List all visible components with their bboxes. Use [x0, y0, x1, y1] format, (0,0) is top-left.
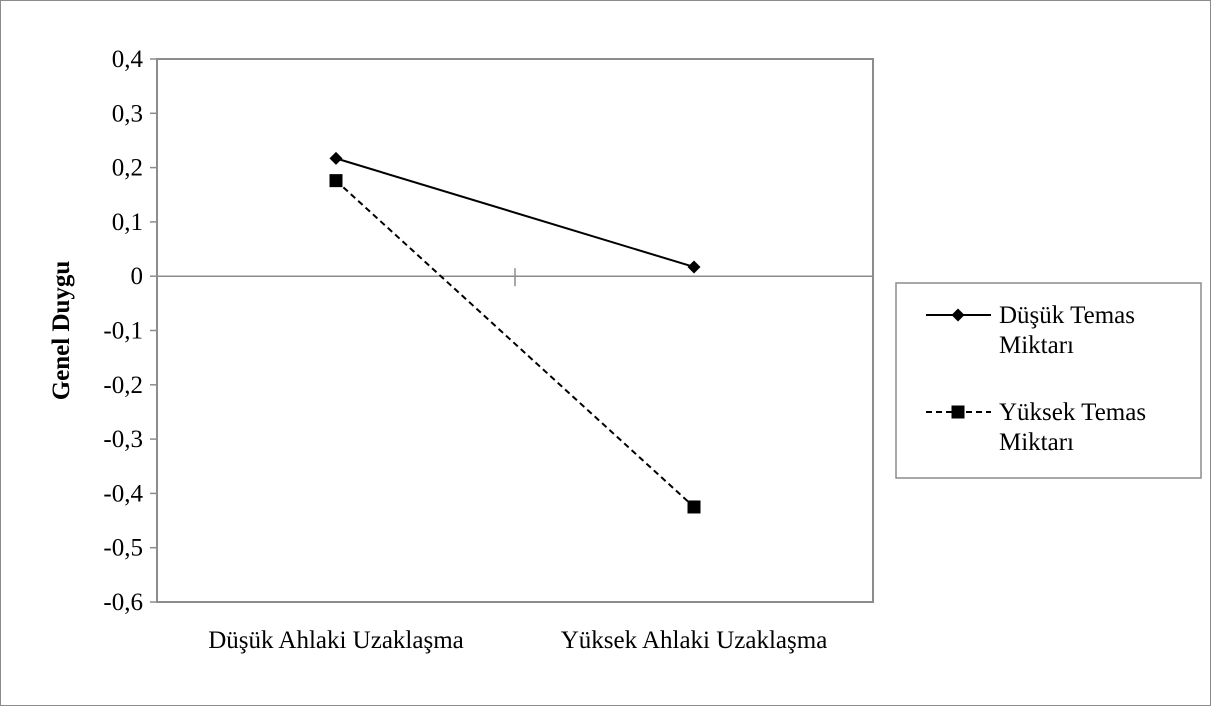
plot-area: 0,4 0,3 0,2 0,1 0 -0,1 -0,2 -0,3 -0,4 -0,5 -0,6 Düş…	[48, 46, 874, 654]
x-category-label: Yüksek Ahlaki Uzaklaşma	[561, 627, 828, 654]
y-axis-title: Genel Duygu	[48, 261, 75, 401]
legend-label: Düşük Temas	[999, 302, 1135, 329]
legend-label: Yüksek Temas	[999, 399, 1146, 426]
legend-label: Miktarı	[999, 429, 1074, 456]
series-line-1	[335, 157, 695, 268]
y-tick-label: 0,3	[112, 100, 143, 127]
y-tick-label: -0,3	[103, 426, 143, 453]
data-point-series-2	[329, 174, 343, 188]
y-tick-label: 0,1	[112, 209, 143, 236]
x-category-label: Düşük Ahlaki Uzaklaşma	[208, 627, 464, 654]
y-tick-label: 0,4	[112, 46, 144, 73]
data-point-series-2	[687, 500, 701, 514]
data-point-series-1	[329, 151, 343, 165]
y-tick-label: 0,2	[112, 155, 143, 182]
legend: Düşük Temas Miktarı Yüksek Temas Miktarı	[895, 282, 1202, 479]
series-line-2	[335, 179, 695, 508]
plot-border	[156, 58, 874, 603]
legend-label: Miktarı	[999, 332, 1074, 359]
y-tick-label: -0,5	[103, 535, 143, 562]
y-tick-label: -0,6	[103, 589, 143, 616]
legend-marker-1	[951, 308, 965, 322]
data-point-series-1	[687, 260, 701, 274]
legend-marker-2	[951, 405, 965, 419]
y-tick-label: -0,2	[103, 372, 143, 399]
y-tick-label: -0,1	[103, 318, 143, 345]
y-tick-label: -0,4	[103, 480, 143, 507]
y-tick-label: 0	[131, 263, 144, 290]
